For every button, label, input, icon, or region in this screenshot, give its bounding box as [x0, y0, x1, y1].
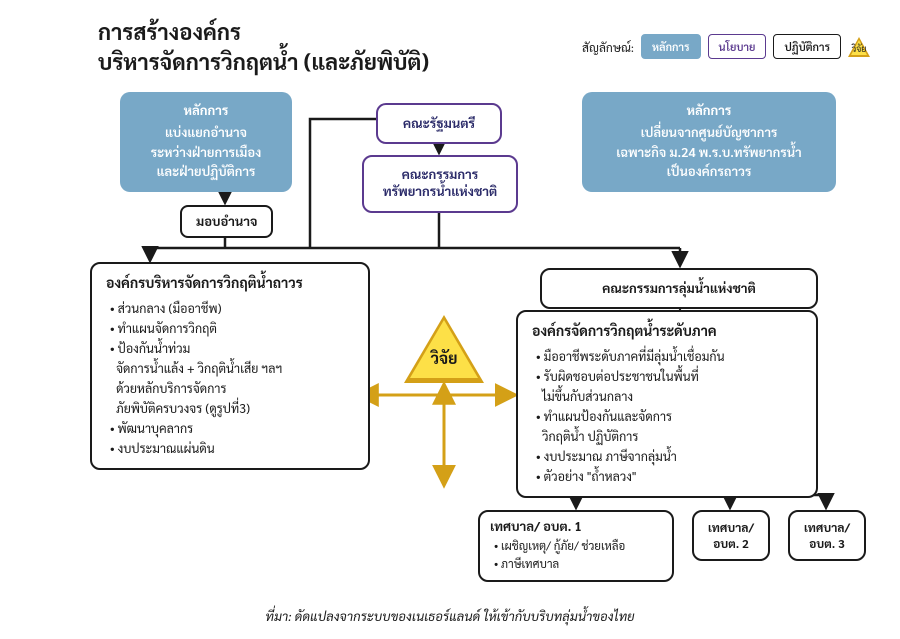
- principle-left-box: หลักการ แบ่งแยกอำนาจระหว่างฝ่ายการเมืองแ…: [120, 92, 292, 192]
- permanent-org-list: ส่วนกลาง (มืออาชีพ) ทำแผนจัดการวิกฤติ ป้…: [106, 298, 354, 458]
- permanent-org-box: องค์กรบริหารจัดการวิกฤติน้ำถาวร ส่วนกลาง…: [90, 262, 370, 470]
- legend-policy: นโยบาย: [708, 34, 767, 59]
- list-item: ทำแผนจัดการวิกฤติ: [110, 318, 354, 338]
- list-item: ภาษีเทศบาล: [494, 555, 662, 573]
- legend-operation: ปฏิบัติการ: [773, 34, 841, 59]
- regional-org-box: องค์กรจัดการวิกฤตน้ำระดับภาค มืออาชีพระด…: [516, 310, 818, 498]
- page-title: การสร้างองค์กร บริหารจัดการวิกฤตน้ำ (และ…: [98, 18, 429, 77]
- mun1-title: เทศบาล/ อบต. 1: [490, 518, 662, 535]
- resource-committee-box: คณะกรรมการทรัพยากรน้ำแห่งชาติ: [362, 155, 518, 213]
- municipality-3-box: เทศบาล/อบต. 3: [788, 510, 866, 561]
- cabinet-box: คณะรัฐมนตรี: [376, 103, 502, 144]
- legend: สัญลักษณ์: หลักการ นโยบาย ปฏิบัติการ วิจ…: [582, 34, 870, 59]
- regional-org-title: องค์กรจัดการวิกฤตน้ำระดับภาค: [532, 322, 802, 340]
- delegate-box: มอบอำนาจ: [180, 205, 273, 238]
- list-item: ป้องกันน้ำท่วม จัดการน้ำแล้ง + วิกฤติน้ำ…: [110, 338, 354, 418]
- list-item: รับผิดชอบต่อประชาชนในพื้นที่ ไม่ขึ้นกับส…: [536, 366, 802, 406]
- resource-committee-text: คณะกรรมการทรัพยากรน้ำแห่งชาติ: [383, 166, 497, 200]
- principle-right-header: หลักการ: [596, 102, 822, 119]
- municipality-2-box: เทศบาล/อบต. 2: [692, 510, 770, 561]
- regional-org-list: มืออาชีพระดับภาคที่มีลุ่มน้ำเชื่อมกัน รั…: [532, 346, 802, 486]
- legend-principle: หลักการ: [641, 34, 701, 59]
- municipality-1-box: เทศบาล/ อบต. 1 เผชิญเหตุ/ กู้ภัย/ ช่วยเห…: [478, 510, 674, 582]
- principle-right-body: เปลี่ยนจากศูนย์บัญชาการเฉพาะกิจ ม.24 พ.ร…: [596, 123, 822, 182]
- mun2-title: เทศบาล/อบต. 2: [708, 519, 754, 551]
- delegate-text: มอบอำนาจ: [196, 213, 257, 230]
- list-item: มืออาชีพระดับภาคที่มีลุ่มน้ำเชื่อมกัน: [536, 346, 802, 366]
- basin-committee-box: คณะกรรมการลุ่มน้ำแห่งชาติ: [540, 268, 818, 309]
- list-item: พัฒนาบุคลากร: [110, 418, 354, 438]
- list-item: ส่วนกลาง (มืออาชีพ): [110, 298, 354, 318]
- principle-right-box: หลักการ เปลี่ยนจากศูนย์บัญชาการเฉพาะกิจ …: [582, 92, 836, 192]
- research-triangle: วิจัย: [404, 315, 484, 383]
- legend-label: สัญลักษณ์:: [582, 39, 634, 55]
- principle-left-body: แบ่งแยกอำนาจระหว่างฝ่ายการเมืองและฝ่ายปฏ…: [134, 123, 278, 182]
- list-item: งบประมาณ ภาษีจากลุ่มน้ำ: [536, 446, 802, 466]
- source-footnote: ที่มา: ดัดแปลงจากระบบของเนเธอร์แลนด์ ให้…: [0, 608, 900, 625]
- title-line1: การสร้างองค์กร: [98, 18, 241, 46]
- legend-research: วิจัย: [848, 37, 870, 57]
- research-triangle-text: วิจัย: [416, 347, 472, 368]
- mun1-list: เผชิญเหตุ/ กู้ภัย/ ช่วยเหลือ ภาษีเทศบาล: [490, 537, 662, 574]
- principle-left-header: หลักการ: [134, 102, 278, 119]
- basin-committee-text: คณะกรรมการลุ่มน้ำแห่งชาติ: [602, 280, 755, 297]
- list-item: งบประมาณแผ่นดิน: [110, 438, 354, 458]
- list-item: ทำแผนป้องกันและจัดการ วิกฤติน้ำ ปฏิบัติก…: [536, 406, 802, 446]
- title-line2: บริหารจัดการวิกฤตน้ำ (และภัยพิบัติ): [98, 48, 429, 76]
- cabinet-text: คณะรัฐมนตรี: [403, 115, 475, 132]
- list-item: เผชิญเหตุ/ กู้ภัย/ ช่วยเหลือ: [494, 537, 662, 555]
- mun3-title: เทศบาล/อบต. 3: [804, 519, 850, 551]
- permanent-org-title: องค์กรบริหารจัดการวิกฤติน้ำถาวร: [106, 274, 354, 292]
- list-item: ตัวอย่าง "ถ้ำหลวง": [536, 466, 802, 486]
